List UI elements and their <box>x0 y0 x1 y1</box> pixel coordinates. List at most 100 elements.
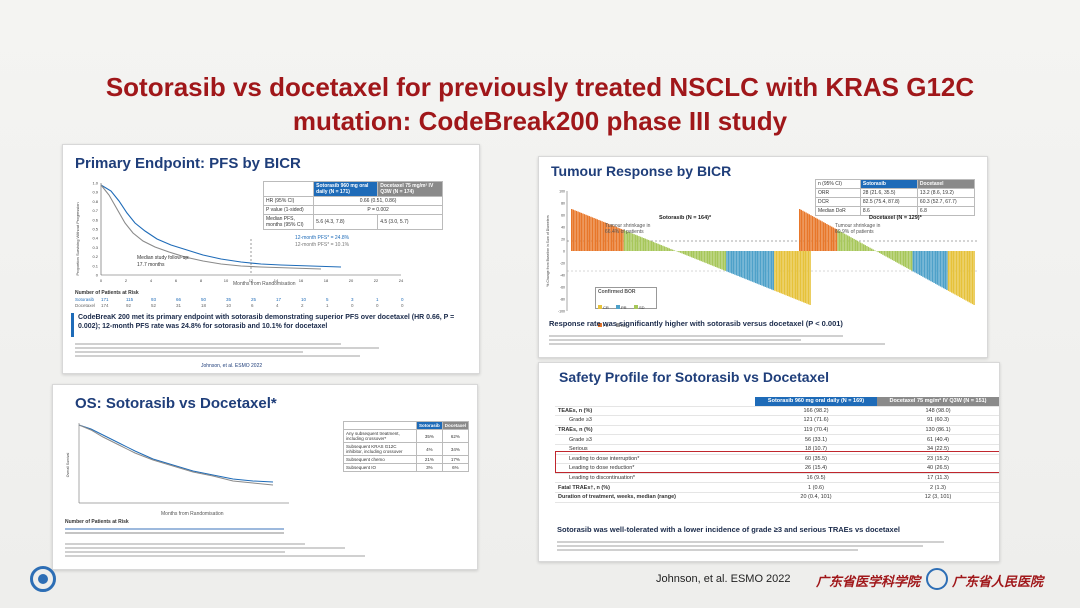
tumour-ytick: 20 <box>561 238 565 242</box>
safety-label: Serious <box>555 444 755 455</box>
waterfall-bar <box>809 251 811 305</box>
pfs-table-r1v: 0.66 (0.51, 0.86) <box>313 196 443 206</box>
waterfall-bar <box>928 251 930 281</box>
os-cell-s: 3% <box>415 463 443 472</box>
waterfall-bar <box>774 251 776 291</box>
waterfall-bar <box>883 251 886 256</box>
tumour-legend-item: SD <box>634 305 652 310</box>
os-cell-d: 6% <box>441 463 470 472</box>
waterfall-bar <box>619 228 621 251</box>
pfs-xtick: 2 <box>125 278 128 283</box>
waterfall-bar <box>697 251 699 260</box>
waterfall-bar <box>925 251 927 279</box>
waterfall-bar <box>679 251 682 253</box>
waterfall-bar <box>799 209 801 251</box>
pfs-summary: CodeBreaK 200 met its primary endpoint w… <box>78 314 455 330</box>
pfs-risk-cell: 93 <box>151 297 157 302</box>
waterfall-bar <box>927 251 929 280</box>
safety-h2: Docetaxel 75 mg/m² IV Q3W (N = 151) <box>877 397 999 407</box>
pfs-ytick: 0.8 <box>92 199 98 204</box>
pfs-risk-cell: 6 <box>251 303 254 308</box>
waterfall-bar <box>649 240 651 251</box>
waterfall-bar <box>684 251 686 255</box>
safety-label: TEAEs, n (%) <box>555 406 755 417</box>
waterfall-bar <box>949 251 951 292</box>
pfs-table-h2: Docetaxel 75 mg/m² IV Q3W (N = 174) <box>377 181 443 197</box>
waterfall-bar <box>668 248 670 251</box>
os-cell-s: 35% <box>415 429 443 443</box>
waterfall-bar <box>826 223 828 251</box>
pfs-ytick: 0.6 <box>92 217 98 222</box>
waterfall-bar <box>867 246 870 251</box>
pfs-risk-cell: 50 <box>201 297 207 302</box>
waterfall-bar <box>716 251 718 268</box>
waterfall-bar <box>807 251 810 305</box>
safety-label: Fatal TRAEs†, n (%) <box>555 482 755 493</box>
safety-row: Grade ≥3 121 (71.6) 91 (60.3) <box>555 415 999 426</box>
pfs-xtick: 4 <box>150 278 153 283</box>
waterfall-bar <box>659 244 661 251</box>
waterfall-bar <box>643 237 645 251</box>
waterfall-bar <box>922 251 924 277</box>
waterfall-bar <box>853 238 855 251</box>
waterfall-bar <box>636 235 638 251</box>
waterfall-bar <box>912 251 914 272</box>
waterfall-bar <box>799 251 802 302</box>
waterfall-bar <box>686 251 688 256</box>
waterfall-bar <box>939 251 942 287</box>
waterfall-bar <box>740 251 742 278</box>
legend-swatch-icon <box>598 323 602 327</box>
pfs-median-value: 17.7 months <box>137 262 165 268</box>
safety-value-b: 130 (86.1) <box>877 425 999 436</box>
waterfall-bar <box>915 251 918 274</box>
waterfall-bar <box>936 251 938 285</box>
pfs-risk-cell: 2 <box>301 303 304 308</box>
tumour-ytick: 100 <box>559 190 565 194</box>
waterfall-bar <box>775 251 778 292</box>
pfs-xtick: 8 <box>200 278 203 283</box>
waterfall-bar <box>851 238 854 251</box>
waterfall-bar <box>808 214 810 251</box>
tumour-ytick: -60 <box>560 286 565 290</box>
safety-value-b: 148 (98.0) <box>877 406 999 417</box>
waterfall-bar <box>611 225 613 251</box>
waterfall-bar <box>665 247 667 251</box>
waterfall-bar <box>960 251 962 298</box>
waterfall-bar <box>818 219 820 251</box>
waterfall-bar <box>683 251 685 255</box>
waterfall-bar <box>829 225 831 251</box>
waterfall-bar <box>914 251 916 273</box>
pfs-ytick: 0.9 <box>92 190 98 195</box>
waterfall-bar <box>864 245 866 251</box>
waterfall-bar <box>591 217 594 251</box>
tumour-legend-label: SD <box>639 305 645 310</box>
waterfall-bar <box>815 217 817 251</box>
waterfall-bar <box>893 251 895 261</box>
waterfall-bar <box>920 251 922 276</box>
waterfall-bar <box>909 251 911 270</box>
waterfall-bar <box>858 241 860 251</box>
waterfall-bar <box>638 236 640 251</box>
waterfall-bar <box>923 251 926 278</box>
waterfall-bar <box>767 251 770 289</box>
waterfall-bar <box>719 251 722 269</box>
waterfall-bar <box>907 251 910 269</box>
pfs-xlabel: Months from Randomisation <box>233 281 296 287</box>
waterfall-bar <box>967 251 969 302</box>
pfs-xtick: 20 <box>349 278 354 283</box>
waterfall-bar <box>968 251 970 303</box>
waterfall-bar <box>859 242 862 251</box>
waterfall-bar <box>727 251 730 273</box>
waterfall-bar <box>901 251 903 266</box>
waterfall-bar <box>761 251 763 286</box>
waterfall-bar <box>842 232 844 251</box>
tumour-legend-label: PD <box>603 323 609 328</box>
pfs-risk-cell: 171 <box>101 297 109 302</box>
waterfall-bar <box>595 218 597 251</box>
safety-table: Sotorasib 960 mg oral daily (N = 169) Do… <box>555 397 999 503</box>
tumour-waterfall-chart: 100 80 60 40 20 0 -20 -40 -60 -80 -100 % Change fr… <box>546 190 979 314</box>
waterfall-bar <box>970 251 972 304</box>
pfs-ytick: 0.5 <box>92 227 98 232</box>
slide-title: Sotorasib vs docetaxel for previously tr… <box>40 70 1040 138</box>
os-cell-label: Subsequent chemo <box>343 455 417 464</box>
